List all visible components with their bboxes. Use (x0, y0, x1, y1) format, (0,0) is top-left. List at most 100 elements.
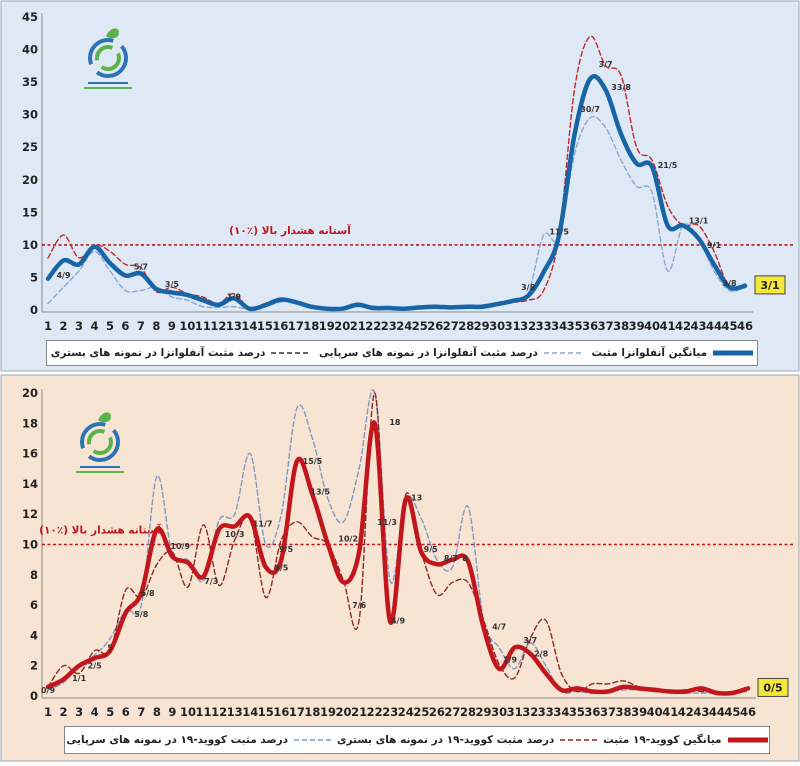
x-tick-label: 37 (600, 705, 616, 719)
legend-label: درصد مثبت کووید-۱۹ در نمونه های سرپایی (66, 734, 289, 746)
x-tick-label: 15 (258, 705, 274, 719)
x-tick-label: 19 (320, 705, 336, 719)
x-tick-label: 35 (569, 705, 585, 719)
legend-item-influenza-outpatient: درصد مثبت آنفلوانزا در نمونه های سرپایی (319, 347, 584, 359)
data-label: 13/5 (310, 488, 330, 497)
data-label: 9/5 (424, 545, 438, 554)
x-tick-label: 8 (152, 319, 160, 333)
logo-ring (88, 38, 128, 78)
x-tick-label: 41 (662, 705, 678, 719)
x-tick-label: 7 (137, 705, 145, 719)
data-label: 15/5 (303, 457, 323, 466)
logo-leaf (98, 412, 111, 423)
data-label: 3/7 (523, 636, 537, 645)
x-tick-label: 34 (553, 705, 569, 719)
x-tick-label: 14 (242, 705, 258, 719)
data-label: 5 (107, 644, 113, 653)
legend-item-covid-avg: میانگین کووید-۱۹ مثبت (603, 734, 768, 746)
legend-swatch-dashed-icon (271, 352, 312, 354)
x-tick-label: 20 (336, 705, 352, 719)
x-tick-label: 11 (195, 319, 211, 333)
x-tick-label: 32 (522, 705, 538, 719)
last-value-callout: 0/5 (757, 677, 789, 697)
x-tick-label: 13 (226, 319, 242, 333)
x-tick-label: 28 (458, 319, 474, 333)
x-tick-label: 14 (241, 319, 257, 333)
x-tick-label: 8 (153, 705, 161, 719)
x-tick-label: 1 (44, 705, 52, 719)
x-tick-label: 33 (538, 705, 554, 719)
average-series-line (45, 74, 748, 312)
x-tick-label: 45 (722, 319, 738, 333)
covid-panel: 0 2 4 6 8 10 12 14 16 18 20 1 2 3 4 5 6 7 8 9 10 11 12 13 14 15 16… (0, 374, 800, 762)
data-label: 10/9 (170, 542, 190, 551)
x-tick-label: 20 (334, 319, 350, 333)
x-tick-label: 32 (520, 319, 536, 333)
x-tick-label: 22 (367, 705, 383, 719)
y-tick-label: 18 (22, 416, 38, 430)
x-tick-label: 17 (289, 705, 305, 719)
x-tick-label: 46 (737, 319, 753, 333)
x-tick-label: 6 (121, 319, 129, 333)
logo-inner-ring (95, 45, 121, 71)
y-tick-label: 30 (22, 108, 38, 122)
y-tick-label: 25 (22, 140, 38, 154)
x-tick-label: 30 (491, 705, 507, 719)
x-tick-label: 26 (427, 319, 443, 333)
x-tick-label: 29 (474, 319, 490, 333)
last-value-callout: 3/1 (754, 275, 786, 295)
x-tick-label: 12 (210, 319, 226, 333)
threshold-label: آستانه هشدار بالا (٪۱۰) (39, 524, 161, 537)
y-tick-label: 40 (22, 43, 38, 57)
x-tick-label: 31 (505, 319, 521, 333)
data-label: 2/5 (88, 662, 102, 671)
data-label: 7/3 (204, 577, 218, 586)
x-tick-label: 9 (168, 319, 176, 333)
x-tick-label: 29 (476, 705, 492, 719)
legend-label: درصد مثبت کووید-۱۹ در نمونه های بستری (336, 734, 555, 746)
data-label: 13 (411, 494, 422, 503)
data-label: 4/9 (391, 616, 405, 625)
x-tick-label: 9 (168, 705, 176, 719)
x-tick-label: 3 (75, 705, 83, 719)
data-label: 21/5 (658, 161, 678, 170)
x-tick-label: 41 (660, 319, 676, 333)
data-label: 30/7 (580, 105, 600, 114)
legend-label: درصد مثبت آنفلوانزا در نمونه های بستری (50, 347, 266, 359)
x-tick-label: 40 (644, 319, 660, 333)
y-tick-label: 10 (22, 238, 38, 252)
logo-caption-bar (80, 466, 120, 468)
x-tick-label: 46 (740, 705, 756, 719)
x-tick-label: 1 (44, 319, 52, 333)
data-label: 3/5 (165, 280, 179, 289)
logo-caption-bar (88, 82, 128, 84)
data-label: 8 (462, 554, 468, 563)
x-tick-label: 4 (90, 319, 98, 333)
x-tick-label: 31 (507, 705, 523, 719)
outpatient-series-line (47, 389, 749, 694)
x-tick-label: 15 (257, 319, 273, 333)
y-tick-label: 0 (30, 303, 38, 317)
data-label: 11/5 (549, 227, 569, 236)
data-label: 13/1 (689, 216, 709, 225)
x-tick-label: 23 (381, 319, 397, 333)
x-tick-label: 21 (351, 705, 367, 719)
x-tick-label: 2 (60, 705, 68, 719)
callout-box (754, 275, 786, 295)
logo-ring (80, 422, 120, 462)
organization-logo-icon (76, 412, 124, 473)
y-tick-label: 20 (22, 173, 38, 187)
x-tick-label: 25 (412, 319, 428, 333)
logo-caption-bar (76, 471, 124, 473)
logo-leaf (106, 28, 119, 39)
x-tick-label: 2 (59, 319, 67, 333)
x-tick-label: 35 (567, 319, 583, 333)
x-tick-label: 16 (272, 319, 288, 333)
data-label: 0/9 (41, 686, 55, 695)
y-tick-label: 45 (22, 10, 38, 24)
data-label: 11/7 (253, 519, 273, 528)
x-tick-label: 5 (106, 705, 114, 719)
organization-logo-icon (84, 28, 132, 89)
legend-item-covid-inpatient: درصد مثبت کووید-۱۹ در نمونه های بستری (336, 734, 601, 746)
legend-swatch-thick-icon (713, 350, 754, 356)
